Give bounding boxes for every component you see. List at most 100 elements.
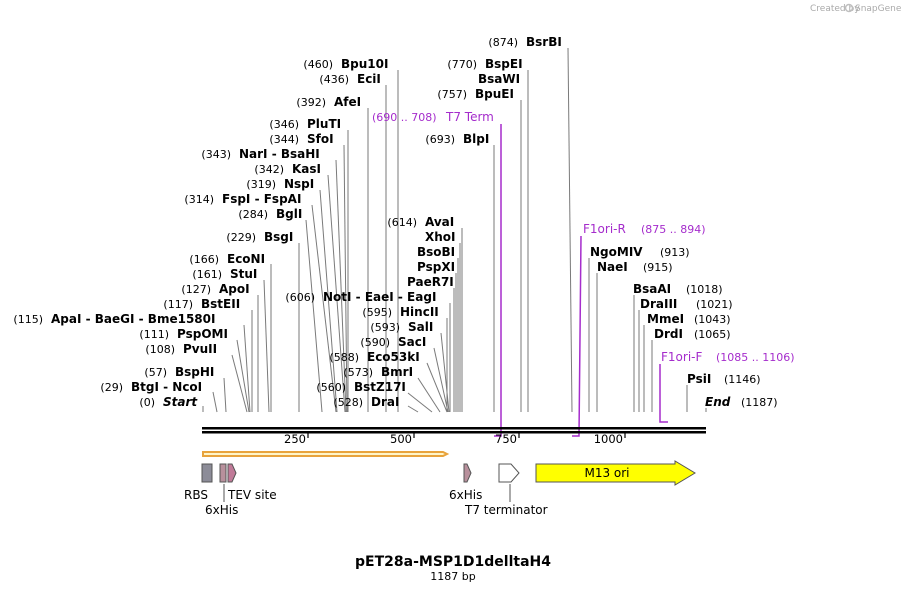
site-name: PspOMI [177, 327, 228, 341]
site-name: BsrBI [526, 35, 562, 49]
site-name: NgoMIV [590, 245, 643, 259]
site-pos: (166) [189, 253, 219, 266]
m13-ori-arrow [535, 460, 696, 486]
site-pos: (757) [437, 88, 467, 101]
site-name: BsaAI [633, 282, 671, 296]
site-pos: (1043) [694, 313, 731, 326]
site-name: BsgI [264, 230, 293, 244]
site-name: Eco53kI [367, 350, 420, 364]
primer-range: (875 .. 894) [641, 223, 706, 236]
site-pos: (314) [184, 193, 214, 206]
site-name: XhoI [425, 230, 456, 244]
site-pos: (108) [145, 343, 175, 356]
end-label: End [705, 395, 731, 409]
site-pos: (693) [425, 133, 455, 146]
sequence-backbone: 250 500 750 1000 [202, 427, 706, 446]
site-pos: (560) [316, 381, 346, 394]
site-pos: (346) [269, 118, 299, 131]
site-name: NarI - BsaHI [239, 147, 320, 161]
site-name: BpuEI [475, 87, 514, 101]
site-pos: (1065) [694, 328, 731, 341]
primer-name: T7 Term [445, 110, 494, 124]
site-name: FspI - FspAI [222, 192, 301, 206]
site-name: EciI [357, 72, 381, 86]
site-name: BlpI [463, 132, 489, 146]
primer-name: F1ori-F [661, 350, 702, 364]
site-pos: (874) [488, 36, 518, 49]
site-leader-lines [202, 47, 707, 413]
his-tag-c-arrow [463, 463, 472, 483]
snapgene-logo-icon [844, 3, 854, 13]
site-pos: (460) [303, 58, 333, 71]
site-name: BspEI [485, 57, 523, 71]
site-name: ApoI [219, 282, 250, 296]
site-pos: (606) [285, 291, 315, 304]
site-pos: (913) [660, 246, 690, 259]
site-pos: (1146) [724, 373, 761, 386]
site-name: Bpu10I [341, 57, 388, 71]
site-name: MmeI [647, 312, 684, 326]
site-name: NotI - EaeI - EagI [323, 290, 436, 304]
site-name: BmrI [381, 365, 413, 379]
his-tag-box [219, 463, 227, 483]
feature-label: 6xHis [205, 503, 238, 517]
primer-range: (1085 .. 1106) [716, 351, 795, 364]
end-pos: (1187) [741, 396, 778, 409]
site-pos: (319) [246, 178, 276, 191]
site-name: BstEII [201, 297, 240, 311]
tick-label: 500 [390, 432, 412, 446]
site-name: PaeR7I [407, 275, 454, 289]
site-name: SalI [408, 320, 433, 334]
primer-f1ori-r-mark [572, 235, 582, 437]
site-name: BtgI - NcoI [131, 380, 202, 394]
site-name: PvuII [183, 342, 217, 356]
map-title: pET28a-MSP1D1delltaH4 [355, 554, 551, 570]
site-name: EcoNI [227, 252, 265, 266]
site-pos: (614) [387, 216, 417, 229]
feature-label: TEV site [227, 488, 277, 502]
site-name: SacI [398, 335, 426, 349]
site-name: NspI [284, 177, 314, 191]
primer-range: (690 .. 708) [372, 111, 437, 124]
site-pos: (342) [254, 163, 284, 176]
site-pos: (111) [139, 328, 169, 341]
site-pos: (588) [329, 351, 359, 364]
t7-terminator-arrow [498, 463, 520, 483]
site-pos: (1021) [696, 298, 733, 311]
site-name: PsiI [687, 372, 711, 386]
map-length: 1187 bp [430, 570, 475, 583]
site-pos: (117) [163, 298, 193, 311]
site-pos: (229) [226, 231, 256, 244]
enzyme-labels: (874) BsrBI (460) Bpu10I (770) BspEI (43… [13, 35, 777, 409]
primers: (690 .. 708) T7 Term F1ori-R (875 .. 894… [372, 110, 795, 437]
site-pos: (595) [362, 306, 392, 319]
site-name: DraIII [640, 297, 677, 311]
site-pos: (57) [144, 366, 167, 379]
site-name: KasI [292, 162, 321, 176]
site-name: BstZ17I [354, 380, 406, 394]
site-name: BglI [276, 207, 302, 221]
site-pos: (127) [181, 283, 211, 296]
feature-label: RBS [184, 488, 208, 502]
site-name: PluTI [307, 117, 341, 131]
tev-site-arrow [227, 463, 237, 483]
tick-label: 250 [284, 432, 306, 446]
site-name: DrdI [654, 327, 683, 341]
tick-label: 750 [495, 432, 517, 446]
primer-f1ori-f-mark [659, 364, 668, 423]
site-name: BsaWI [478, 72, 520, 86]
site-name: HincII [400, 305, 439, 319]
tick-label: 1000 [594, 432, 623, 446]
start-pos: (0) [139, 396, 155, 409]
site-name: BspHI [175, 365, 214, 379]
site-pos: (436) [319, 73, 349, 86]
site-name: DraI [371, 395, 399, 409]
site-pos: (29) [100, 381, 123, 394]
site-pos: (593) [370, 321, 400, 334]
orf-arrow [202, 451, 450, 457]
site-pos: (573) [343, 366, 373, 379]
feature-label: M13 ori [584, 466, 629, 480]
feature-label: 6xHis [449, 488, 482, 502]
credit-brand: SnapGene [855, 4, 902, 14]
start-label: Start [163, 395, 198, 409]
